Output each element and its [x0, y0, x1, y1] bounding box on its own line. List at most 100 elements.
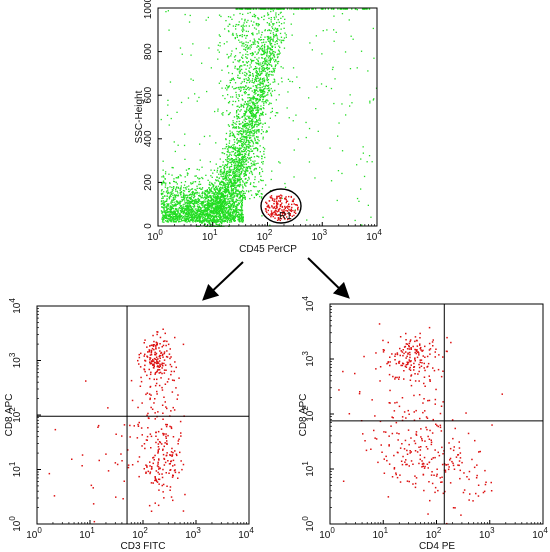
- top-green-event-point: [227, 30, 230, 32]
- bottom-left-event-point: [165, 437, 167, 439]
- top-green-event-point: [239, 213, 242, 216]
- top-green-event-point: [198, 200, 200, 202]
- top-green-event-point: [199, 143, 201, 145]
- top-green-event-point: [238, 220, 241, 222]
- top-green-event-point: [234, 182, 236, 184]
- top-green-event-point: [194, 199, 196, 201]
- top-green-event-point: [236, 214, 239, 217]
- top-green-event-point: [242, 214, 244, 216]
- top-green-event-point: [259, 166, 261, 169]
- top-green-event-point: [247, 47, 249, 49]
- top-green-event-point: [171, 200, 173, 202]
- top-green-event-point: [264, 59, 266, 61]
- top-green-event-point: [253, 97, 255, 99]
- top-green-event-point: [253, 97, 255, 100]
- bottom-left-event-point: [154, 479, 156, 482]
- top-green-event-point: [251, 140, 253, 143]
- top-gated-event-point: [289, 209, 291, 212]
- top-green-event-point: [225, 204, 227, 206]
- top-green-event-point: [239, 152, 241, 154]
- top-gated-event-point: [281, 195, 283, 197]
- top-green-event-point: [206, 221, 208, 223]
- top-green-event-point: [289, 80, 291, 82]
- top-green-event-point: [213, 213, 215, 215]
- top-green-event-point: [215, 198, 217, 200]
- bottom-left-event-point: [152, 366, 155, 369]
- top-green-event-point: [243, 183, 246, 185]
- top-green-event-point: [225, 143, 228, 145]
- bottom-left-event-point: [174, 361, 176, 363]
- bottom-left-event-point: [138, 475, 140, 478]
- top-green-event-point: [167, 189, 169, 191]
- top-green-event-point: [259, 91, 262, 93]
- top-green-event-point: [252, 130, 255, 132]
- top-green-event-point: [198, 205, 200, 207]
- top-green-event-point: [229, 161, 231, 164]
- top-green-event-point: [245, 158, 247, 160]
- top-green-event-point: [221, 87, 223, 89]
- top-green-event-point: [215, 196, 218, 198]
- top-green-event-point: [280, 77, 283, 79]
- top-green-event-point: [236, 8, 238, 10]
- top-green-event-point: [241, 130, 243, 132]
- top-green-event-point: [231, 164, 233, 166]
- top-green-event-point: [168, 29, 170, 31]
- top-green-event-point: [244, 114, 246, 116]
- top-green-event-point: [248, 131, 250, 133]
- bottom-left-event-point: [157, 446, 160, 448]
- top-green-event-point: [228, 155, 230, 157]
- top-green-event-point: [250, 105, 252, 107]
- top-green-event-point: [221, 171, 223, 173]
- top-gated-event-point: [284, 198, 286, 200]
- top-green-event-point: [231, 215, 233, 217]
- top-green-event-point: [254, 115, 256, 118]
- top-green-event-point: [268, 64, 271, 66]
- top-green-event-point: [246, 44, 249, 47]
- top-green-event-point: [282, 8, 284, 10]
- top-green-event-point: [240, 163, 242, 165]
- bottom-left-event-point: [152, 364, 154, 366]
- top-green-event-point: [216, 214, 218, 216]
- top-green-event-point: [258, 173, 261, 175]
- top-green-event-point: [271, 57, 273, 59]
- bottom-left-event-point: [178, 377, 180, 379]
- top-green-event-point: [237, 189, 239, 191]
- top-green-event-point: [228, 178, 231, 180]
- top-green-event-point: [244, 174, 246, 176]
- top-green-event-point: [267, 85, 269, 87]
- top-green-event-point: [275, 64, 277, 66]
- top-gated-event-point: [297, 207, 299, 210]
- top-gated-event-point: [281, 202, 283, 204]
- top-green-event-point: [249, 128, 251, 131]
- top-green-event-point: [229, 179, 232, 182]
- top-green-event-point: [229, 213, 232, 215]
- bottom-left-event-point: [175, 453, 178, 455]
- top-green-event-point: [210, 204, 212, 206]
- top-green-event-point: [222, 95, 224, 97]
- top-green-event-point: [320, 8, 322, 10]
- top-green-event-point: [229, 16, 232, 18]
- top-green-event-point: [189, 216, 191, 219]
- top-gated-event-point: [276, 211, 278, 213]
- top-green-event-point: [244, 120, 246, 123]
- top-green-event-point: [185, 169, 188, 171]
- top-green-event-point: [308, 161, 311, 163]
- top-green-event-point: [196, 215, 198, 217]
- bottom-left-event-point: [157, 471, 159, 474]
- top-green-event-point: [235, 160, 238, 162]
- top-green-event-point: [232, 182, 234, 184]
- top-green-event-point: [345, 114, 347, 116]
- top-green-event-point: [246, 118, 248, 120]
- top-green-event-point: [219, 190, 221, 193]
- top-green-event-point: [239, 177, 241, 179]
- bottom-left-event-point: [157, 450, 159, 453]
- top-green-event-point: [170, 211, 172, 214]
- top-green-event-point: [234, 179, 236, 181]
- top-green-event-point: [235, 198, 237, 200]
- top-green-event-point: [256, 129, 258, 131]
- top-green-event-point: [228, 158, 230, 160]
- top-green-event-point: [248, 139, 250, 142]
- top-green-event-point: [243, 136, 245, 138]
- bottom-left-event-point: [148, 393, 151, 395]
- top-green-event-point: [238, 174, 240, 177]
